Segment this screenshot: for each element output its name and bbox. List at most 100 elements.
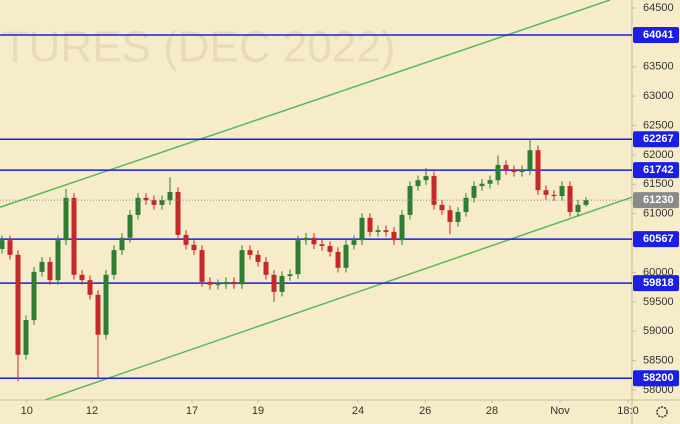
y-tick-label: 61000 xyxy=(643,208,674,220)
level-label: 62267 xyxy=(643,133,674,145)
candle-body xyxy=(207,281,213,285)
level-box xyxy=(633,275,679,292)
candle-body xyxy=(447,210,453,222)
candle-body xyxy=(151,200,157,205)
x-tick-label: 26 xyxy=(419,405,431,417)
candle-body xyxy=(575,204,581,212)
candle-body xyxy=(111,250,117,275)
candle-body xyxy=(159,200,165,205)
candle-body xyxy=(415,180,421,187)
candle-body xyxy=(167,191,173,201)
candle-body xyxy=(319,244,325,247)
candle-body xyxy=(311,237,317,245)
candle-body xyxy=(471,186,477,198)
y-tick-label: 61500 xyxy=(643,178,674,190)
candle-body xyxy=(455,211,461,222)
candle-body xyxy=(479,183,485,187)
candle-body xyxy=(103,274,109,335)
candle-body xyxy=(15,254,21,355)
candle-body xyxy=(383,230,389,232)
candle-body xyxy=(247,250,253,255)
candle-body xyxy=(279,275,285,292)
candle-body xyxy=(431,176,437,205)
candle-body xyxy=(271,274,277,292)
candle-body xyxy=(135,197,141,215)
candle-body xyxy=(359,217,365,241)
candle-body xyxy=(295,240,301,275)
candle-body xyxy=(255,254,261,262)
last-price-box xyxy=(633,192,679,209)
y-tick-label: 63500 xyxy=(643,61,674,73)
candle-body xyxy=(303,237,309,241)
x-tick-label: Nov xyxy=(550,405,570,417)
candle-body xyxy=(343,244,349,268)
x-tick-label: 18:0 xyxy=(617,405,638,417)
y-tick-label: 59000 xyxy=(643,325,674,337)
candle-body xyxy=(559,186,565,197)
y-tick-label: 64500 xyxy=(643,2,674,14)
candle-body xyxy=(375,230,381,232)
candle-body xyxy=(335,251,341,268)
x-tick-label: 19 xyxy=(252,405,264,417)
candle-body xyxy=(399,214,405,241)
candle-body xyxy=(55,240,61,281)
candle-body xyxy=(215,284,221,286)
candle-body xyxy=(503,164,509,171)
candle-body xyxy=(263,261,269,275)
candle-body xyxy=(95,294,101,335)
settings-icon[interactable] xyxy=(656,406,668,418)
y-tick-label: 58000 xyxy=(643,384,674,396)
level-label: 58200 xyxy=(643,372,674,384)
candle-body xyxy=(7,240,13,255)
candle-body xyxy=(543,190,549,195)
level-label: 61742 xyxy=(643,164,674,176)
y-tick-label: 58500 xyxy=(643,355,674,367)
candle-body xyxy=(223,281,229,285)
candle-body xyxy=(0,240,5,249)
candle-body xyxy=(127,214,133,238)
candle-body xyxy=(439,204,445,211)
candle-body xyxy=(407,186,413,215)
candle-body xyxy=(487,180,493,184)
level-label: 60567 xyxy=(643,233,674,245)
x-tick-label: 28 xyxy=(486,405,498,417)
candle-body xyxy=(351,240,357,245)
candle-body xyxy=(231,281,237,285)
y-tick-label: 62500 xyxy=(643,119,674,131)
candle-body xyxy=(495,164,501,181)
candle-body xyxy=(551,194,557,197)
candle-body xyxy=(191,244,197,251)
trendline xyxy=(44,196,632,400)
y-tick-label: 62000 xyxy=(643,149,674,161)
x-tick-label: 12 xyxy=(86,405,98,417)
candle-body xyxy=(199,250,205,282)
last-price-label: 61230 xyxy=(643,194,674,206)
candle-body xyxy=(143,197,149,201)
candle-body xyxy=(39,261,45,272)
level-box xyxy=(633,231,679,248)
level-label: 59818 xyxy=(643,277,674,289)
plot-area xyxy=(0,0,632,400)
candle-body xyxy=(119,237,125,251)
candle-body xyxy=(183,234,189,245)
level-label: 64041 xyxy=(643,29,674,41)
x-tick-label: 17 xyxy=(186,405,198,417)
candle-body xyxy=(79,274,85,281)
candle-body xyxy=(239,250,245,285)
candle-body xyxy=(567,186,573,212)
y-tick-label: 63000 xyxy=(643,90,674,102)
candle-body xyxy=(423,176,429,181)
candle-body xyxy=(47,261,53,281)
candle-body xyxy=(71,197,77,275)
level-box xyxy=(633,162,679,179)
candle-body xyxy=(583,200,589,205)
candle-body xyxy=(63,197,69,241)
candle-body xyxy=(463,197,469,212)
level-box xyxy=(633,26,679,43)
candle-body xyxy=(23,320,29,355)
candle-body xyxy=(327,246,333,252)
watermark: UTURES (DEC 2022) xyxy=(0,23,395,72)
